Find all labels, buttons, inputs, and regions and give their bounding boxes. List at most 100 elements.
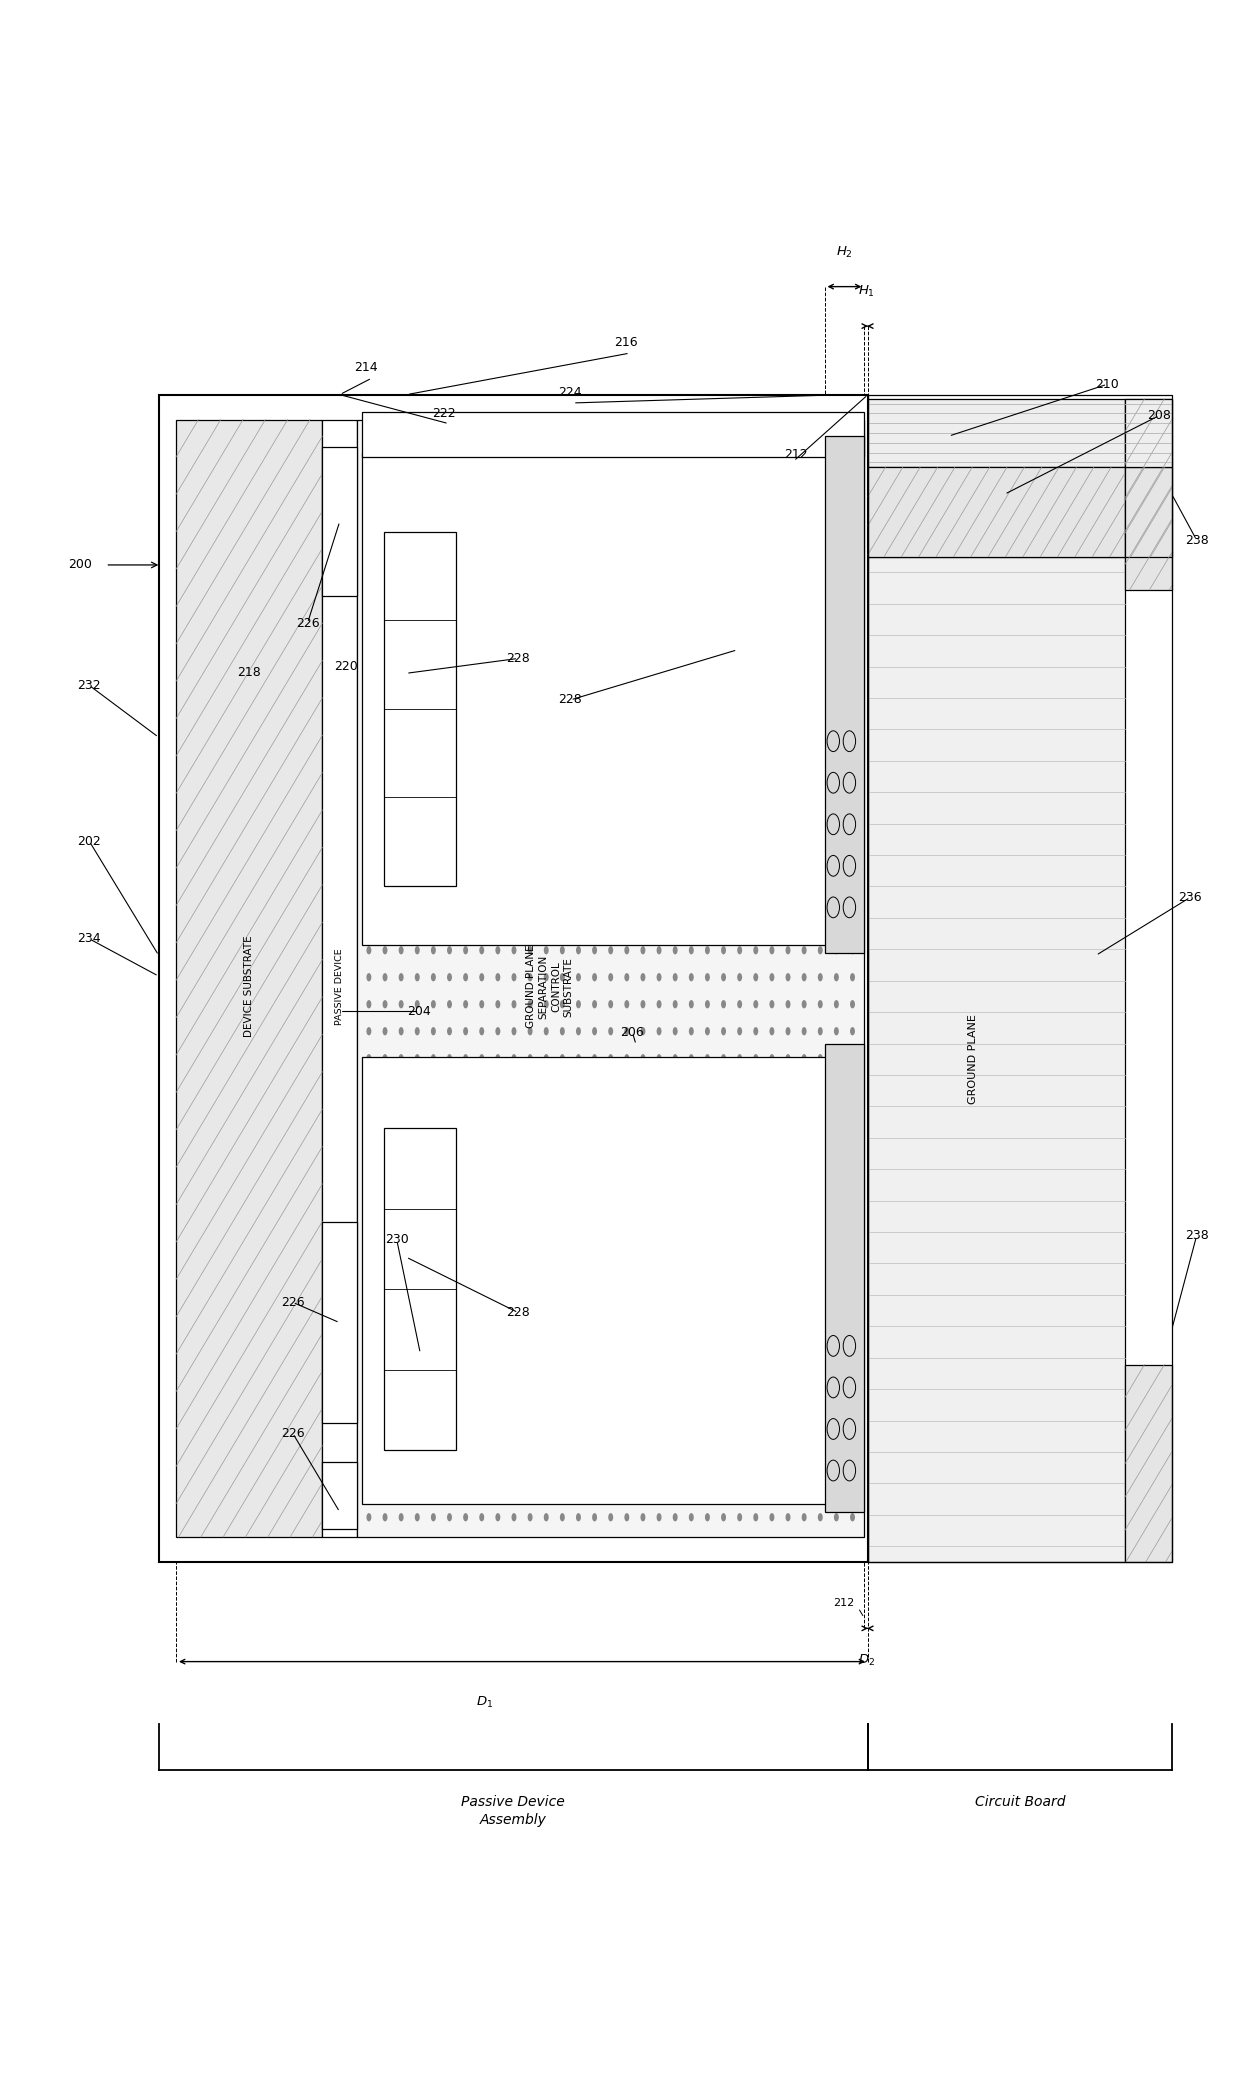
Circle shape <box>786 648 791 656</box>
Circle shape <box>367 702 372 710</box>
Circle shape <box>399 1107 404 1115</box>
Circle shape <box>641 1080 646 1088</box>
Circle shape <box>818 567 823 575</box>
Circle shape <box>415 1107 420 1115</box>
Circle shape <box>415 648 420 656</box>
Circle shape <box>560 1269 565 1277</box>
Circle shape <box>399 1161 404 1169</box>
Circle shape <box>448 1215 453 1223</box>
Circle shape <box>367 540 372 548</box>
Circle shape <box>673 567 678 575</box>
Circle shape <box>560 999 565 1007</box>
Circle shape <box>448 918 453 926</box>
Circle shape <box>415 1433 420 1441</box>
Circle shape <box>722 729 727 737</box>
Circle shape <box>657 864 662 872</box>
Circle shape <box>544 1350 549 1358</box>
Circle shape <box>528 1161 533 1169</box>
Circle shape <box>432 999 436 1007</box>
Circle shape <box>673 1161 678 1169</box>
Circle shape <box>722 1350 727 1358</box>
Circle shape <box>609 810 614 818</box>
Circle shape <box>802 432 807 440</box>
Circle shape <box>432 864 436 872</box>
Circle shape <box>528 567 533 575</box>
Circle shape <box>738 675 743 683</box>
Circle shape <box>851 918 856 926</box>
Circle shape <box>544 513 549 521</box>
Circle shape <box>496 891 501 899</box>
Circle shape <box>464 1215 469 1223</box>
Circle shape <box>786 1080 791 1088</box>
Circle shape <box>560 1296 565 1304</box>
Circle shape <box>382 432 388 440</box>
Circle shape <box>657 621 662 629</box>
Circle shape <box>432 756 436 764</box>
Text: 202: 202 <box>77 835 102 847</box>
Circle shape <box>818 648 823 656</box>
Circle shape <box>382 1296 388 1304</box>
Circle shape <box>432 945 436 953</box>
Circle shape <box>835 756 839 764</box>
Circle shape <box>496 459 501 467</box>
Circle shape <box>544 432 549 440</box>
Circle shape <box>448 1026 453 1034</box>
Circle shape <box>673 1026 678 1034</box>
Circle shape <box>786 702 791 710</box>
Circle shape <box>609 1053 614 1061</box>
Circle shape <box>399 540 404 548</box>
Circle shape <box>851 1350 856 1358</box>
Circle shape <box>464 594 469 602</box>
Circle shape <box>722 918 727 926</box>
Circle shape <box>464 1242 469 1250</box>
Circle shape <box>657 783 662 791</box>
Circle shape <box>673 891 678 899</box>
Circle shape <box>496 1404 501 1412</box>
Circle shape <box>641 810 646 818</box>
Circle shape <box>593 1161 598 1169</box>
Circle shape <box>689 972 694 980</box>
Circle shape <box>722 1404 727 1412</box>
Circle shape <box>577 810 582 818</box>
Circle shape <box>496 864 501 872</box>
Circle shape <box>496 1134 501 1142</box>
Circle shape <box>641 999 646 1007</box>
Circle shape <box>432 1080 436 1088</box>
Circle shape <box>738 810 743 818</box>
Circle shape <box>786 1433 791 1441</box>
Circle shape <box>496 1325 501 1333</box>
Circle shape <box>560 621 565 629</box>
Circle shape <box>382 1161 388 1169</box>
Circle shape <box>382 459 388 467</box>
Circle shape <box>738 1053 743 1061</box>
Circle shape <box>448 1269 453 1277</box>
Circle shape <box>835 864 839 872</box>
Circle shape <box>754 945 759 953</box>
Circle shape <box>625 459 630 467</box>
Text: 212: 212 <box>784 449 808 461</box>
Circle shape <box>593 486 598 494</box>
Circle shape <box>722 783 727 791</box>
Circle shape <box>657 486 662 494</box>
Circle shape <box>480 864 485 872</box>
Circle shape <box>593 999 598 1007</box>
Circle shape <box>754 1026 759 1034</box>
Circle shape <box>818 1512 823 1520</box>
Circle shape <box>609 513 614 521</box>
Circle shape <box>432 702 436 710</box>
Circle shape <box>496 540 501 548</box>
Circle shape <box>544 594 549 602</box>
Circle shape <box>415 1458 420 1466</box>
Circle shape <box>818 1107 823 1115</box>
Text: GROUND PLANE: GROUND PLANE <box>968 1014 978 1105</box>
Circle shape <box>851 891 856 899</box>
Circle shape <box>738 783 743 791</box>
Circle shape <box>464 945 469 953</box>
Circle shape <box>625 972 630 980</box>
Circle shape <box>657 1379 662 1387</box>
Circle shape <box>689 486 694 494</box>
Circle shape <box>835 1296 839 1304</box>
Text: 224: 224 <box>558 386 583 399</box>
Circle shape <box>835 729 839 737</box>
Circle shape <box>657 1080 662 1088</box>
